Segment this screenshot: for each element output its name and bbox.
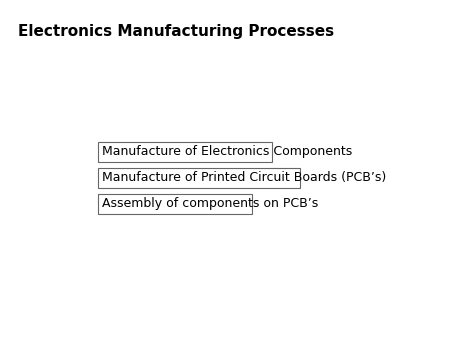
Text: Manufacture of Electronics Components: Manufacture of Electronics Components [102,145,352,158]
Text: Electronics Manufacturing Processes: Electronics Manufacturing Processes [18,24,334,39]
Text: Assembly of components on PCB’s: Assembly of components on PCB’s [102,197,319,210]
Text: Manufacture of Printed Circuit Boards (PCB’s): Manufacture of Printed Circuit Boards (P… [102,171,387,184]
FancyBboxPatch shape [98,168,301,188]
FancyBboxPatch shape [98,194,252,214]
FancyBboxPatch shape [98,142,273,162]
